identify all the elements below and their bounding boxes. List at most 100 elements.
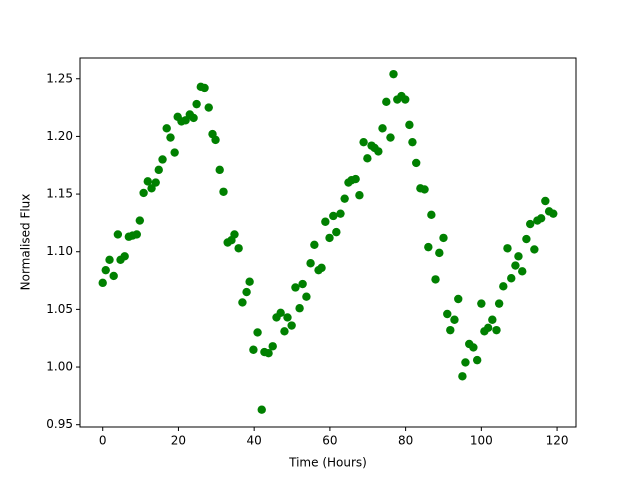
point — [302, 292, 311, 301]
point — [113, 230, 123, 239]
point — [204, 103, 213, 112]
point — [192, 99, 201, 109]
point — [181, 116, 190, 125]
point — [525, 219, 535, 229]
point — [359, 137, 368, 147]
point — [439, 233, 448, 243]
x-tick-label: 40 — [247, 434, 262, 448]
point — [249, 345, 258, 354]
point — [355, 191, 364, 200]
point — [257, 405, 266, 414]
x-tick-label: 60 — [322, 434, 337, 448]
point — [321, 217, 330, 226]
point — [431, 275, 440, 284]
y-axis-label: Normalised Flux — [19, 194, 33, 291]
point — [132, 230, 141, 239]
point — [461, 358, 470, 367]
y-tick-label: 1.15 — [46, 187, 73, 201]
point — [446, 325, 455, 335]
y-tick-label: 1.10 — [46, 244, 73, 258]
point — [389, 69, 398, 79]
point — [238, 298, 247, 307]
point — [166, 133, 175, 142]
point — [420, 185, 429, 194]
y-tick-label: 1.00 — [46, 360, 73, 374]
point — [234, 244, 243, 253]
point — [503, 244, 512, 253]
point — [382, 97, 391, 107]
x-tick-label: 0 — [99, 434, 107, 448]
point — [378, 124, 387, 133]
point — [454, 294, 463, 304]
point — [264, 349, 273, 358]
point — [170, 148, 179, 157]
point — [424, 242, 433, 252]
point — [340, 194, 349, 203]
point — [469, 343, 478, 352]
point — [211, 135, 220, 145]
point — [317, 263, 326, 273]
point — [374, 147, 383, 156]
point — [215, 165, 224, 175]
point — [536, 214, 546, 223]
point — [363, 154, 372, 163]
y-tick-label: 1.20 — [46, 129, 73, 143]
point — [443, 309, 452, 319]
point — [408, 137, 417, 147]
point — [306, 259, 315, 268]
y-tick-label: 1.05 — [46, 302, 73, 316]
point — [143, 177, 152, 186]
point — [147, 184, 156, 193]
point — [245, 277, 254, 286]
point — [511, 261, 520, 270]
point — [492, 325, 501, 335]
point — [472, 355, 482, 365]
point — [287, 321, 296, 330]
point — [450, 315, 459, 324]
point — [162, 124, 171, 133]
x-axis-label: Time (Hours) — [288, 456, 367, 470]
point — [135, 216, 145, 225]
point — [120, 252, 129, 261]
point — [158, 155, 167, 164]
point — [530, 245, 539, 254]
point — [401, 95, 410, 104]
point — [101, 265, 110, 275]
point — [139, 188, 148, 198]
point — [280, 327, 289, 336]
point — [325, 233, 334, 243]
point — [514, 252, 523, 261]
point — [386, 133, 395, 142]
point — [435, 248, 444, 258]
point — [336, 209, 345, 218]
point — [477, 299, 486, 308]
point — [154, 165, 163, 175]
point — [412, 158, 421, 168]
x-tick-label: 20 — [171, 434, 186, 448]
point — [332, 227, 341, 237]
point — [549, 209, 558, 218]
point — [98, 278, 107, 288]
point — [499, 282, 508, 291]
y-tick-label: 1.25 — [46, 71, 73, 85]
axes-frame — [79, 57, 577, 428]
point — [230, 230, 239, 239]
y-tick-label: 0.95 — [46, 417, 73, 431]
point — [295, 304, 304, 313]
point — [109, 271, 118, 281]
point — [253, 328, 262, 337]
point — [310, 240, 319, 250]
point — [242, 287, 251, 297]
point — [283, 313, 292, 322]
x-tick-label: 80 — [398, 434, 413, 448]
point — [458, 372, 467, 381]
point — [105, 255, 114, 264]
point — [427, 210, 436, 220]
x-tick-label: 100 — [470, 434, 493, 448]
point — [488, 315, 497, 324]
point — [298, 279, 307, 289]
point — [329, 211, 338, 221]
point — [276, 308, 285, 318]
point — [494, 299, 504, 308]
